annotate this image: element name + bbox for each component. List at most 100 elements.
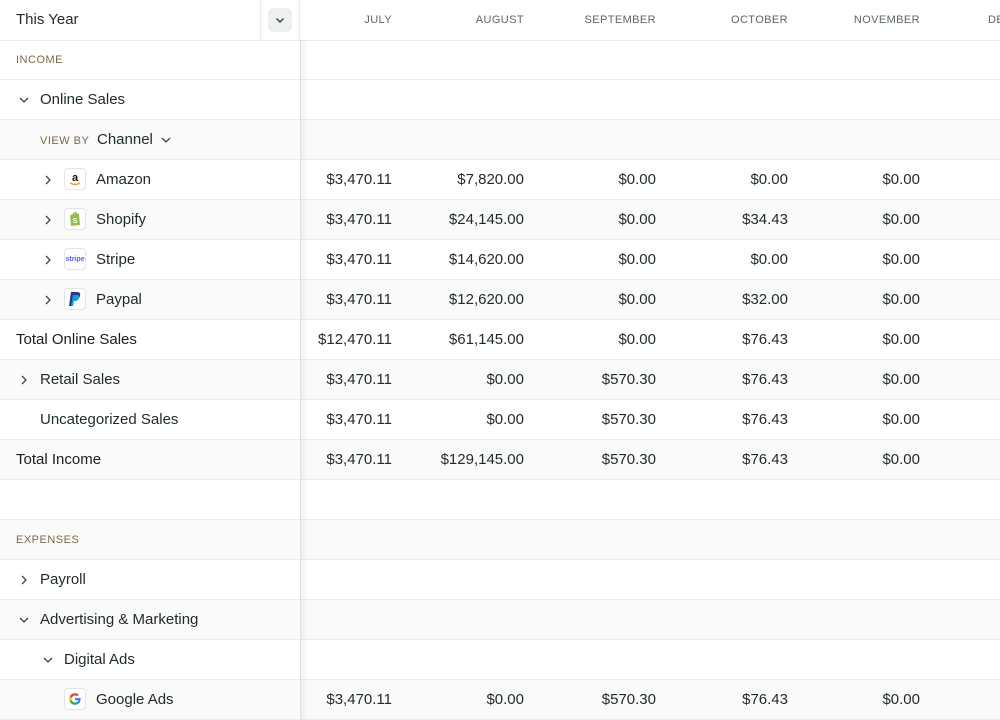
stripe-logo-icon: stripe bbox=[64, 248, 86, 270]
period-dropdown-cell bbox=[260, 0, 300, 40]
cell-total-income-september: $570.30 bbox=[601, 451, 656, 468]
cell-retail-august: $0.00 bbox=[486, 371, 524, 388]
cell-paypal-july: $3,470.11 bbox=[326, 291, 392, 308]
row-advertising-marketing[interactable]: Advertising & Marketing bbox=[0, 600, 1000, 640]
cell-total-online-september: $0.00 bbox=[618, 331, 656, 348]
view-by-label: VIEW BY bbox=[40, 135, 90, 147]
row-label-google-ads: Google Ads bbox=[96, 691, 174, 708]
cell-uncategorized-november: $0.00 bbox=[882, 411, 920, 428]
cell-retail-september: $570.30 bbox=[601, 371, 656, 388]
section-row-expenses: EXPENSES bbox=[0, 520, 1000, 560]
cell-stripe-july: $3,470.11 bbox=[326, 251, 392, 268]
cell-paypal-august: $12,620.00 bbox=[448, 291, 524, 308]
chevron-down-icon[interactable] bbox=[160, 134, 172, 146]
row-payroll[interactable]: Payroll bbox=[0, 560, 1000, 600]
row-digital-ads[interactable]: Digital Ads bbox=[0, 640, 1000, 680]
frozen-column-divider bbox=[300, 40, 301, 720]
row-label-retail-sales: Retail Sales bbox=[40, 371, 121, 388]
cell-google-ads-august: $0.00 bbox=[486, 691, 524, 708]
chevron-right-icon[interactable] bbox=[42, 294, 54, 306]
cell-retail-july: $3,470.11 bbox=[326, 371, 392, 388]
row-retail-sales[interactable]: Retail Sales $3,470.11 $0.00 $570.30 $76… bbox=[0, 360, 1000, 400]
section-label-income: INCOME bbox=[16, 54, 63, 66]
cell-google-ads-july: $3,470.11 bbox=[326, 691, 392, 708]
row-label-uncategorized-sales: Uncategorized Sales bbox=[40, 411, 179, 428]
month-header-november: NOVEMBER bbox=[853, 14, 920, 26]
period-selector[interactable]: This Year bbox=[0, 0, 300, 40]
row-label-stripe: Stripe bbox=[96, 251, 136, 268]
row-total-income: Total Income $3,470.11 $129,145.00 $570.… bbox=[0, 440, 1000, 480]
chevron-right-icon[interactable] bbox=[18, 374, 30, 386]
row-label-payroll: Payroll bbox=[40, 571, 86, 588]
cell-total-online-november: $0.00 bbox=[882, 331, 920, 348]
cell-retail-november: $0.00 bbox=[882, 371, 920, 388]
paypal-logo-icon bbox=[64, 288, 86, 310]
view-by-select[interactable]: Channel bbox=[97, 131, 153, 148]
cell-uncategorized-july: $3,470.11 bbox=[326, 411, 392, 428]
chevron-right-icon[interactable] bbox=[42, 214, 54, 226]
cell-stripe-september: $0.00 bbox=[618, 251, 656, 268]
cell-amazon-july: $3,470.11 bbox=[326, 171, 392, 188]
row-paypal[interactable]: Paypal $3,470.11 $12,620.00 $0.00 $32.00… bbox=[0, 280, 1000, 320]
cell-shopify-october: $34.43 bbox=[742, 211, 788, 228]
cell-shopify-july: $3,470.11 bbox=[326, 211, 392, 228]
cell-paypal-october: $32.00 bbox=[742, 291, 788, 308]
section-row-income: INCOME bbox=[0, 40, 1000, 80]
row-label-total-online-sales: Total Online Sales bbox=[16, 331, 137, 348]
chevron-down-icon[interactable] bbox=[18, 94, 30, 106]
cell-uncategorized-october: $76.43 bbox=[742, 411, 788, 428]
cell-stripe-august: $14,620.00 bbox=[448, 251, 524, 268]
row-label-shopify: Shopify bbox=[96, 211, 147, 228]
cell-total-online-october: $76.43 bbox=[742, 331, 788, 348]
cell-uncategorized-september: $570.30 bbox=[601, 411, 656, 428]
row-view-by: VIEW BY Channel bbox=[0, 120, 1000, 160]
cell-total-income-october: $76.43 bbox=[742, 451, 788, 468]
row-online-sales[interactable]: Online Sales bbox=[0, 80, 1000, 120]
cell-google-ads-november: $0.00 bbox=[882, 691, 920, 708]
row-label-advertising-marketing: Advertising & Marketing bbox=[40, 611, 199, 628]
svg-text:a: a bbox=[72, 172, 79, 184]
chevron-right-icon[interactable] bbox=[42, 254, 54, 266]
section-label-expenses: EXPENSES bbox=[16, 534, 80, 546]
row-label-paypal: Paypal bbox=[96, 291, 142, 308]
row-stripe[interactable]: stripe Stripe $3,470.11 $14,620.00 $0.00… bbox=[0, 240, 1000, 280]
chevron-down-icon[interactable] bbox=[18, 614, 30, 626]
row-label-digital-ads: Digital Ads bbox=[64, 651, 135, 668]
spacer-row bbox=[0, 480, 1000, 520]
cell-stripe-october: $0.00 bbox=[750, 251, 788, 268]
row-amazon[interactable]: a Amazon $3,470.11 $7,820.00 $0.00 $0.00… bbox=[0, 160, 1000, 200]
period-dropdown-button[interactable] bbox=[268, 8, 292, 32]
chevron-down-icon bbox=[276, 18, 284, 23]
row-uncategorized-sales: Uncategorized Sales $3,470.11 $0.00 $570… bbox=[0, 400, 1000, 440]
chevron-down-icon[interactable] bbox=[42, 654, 54, 666]
cell-paypal-november: $0.00 bbox=[882, 291, 920, 308]
cell-amazon-october: $0.00 bbox=[750, 171, 788, 188]
shopify-logo-icon: S bbox=[64, 208, 86, 230]
svg-text:S: S bbox=[73, 218, 78, 225]
month-header-december: DE bbox=[988, 14, 1000, 26]
table-header: This Year JULY AUGUST SEPTEMBER OCTOBER … bbox=[0, 0, 1000, 41]
row-total-online-sales: Total Online Sales $12,470.11 $61,145.00… bbox=[0, 320, 1000, 360]
cell-paypal-september: $0.00 bbox=[618, 291, 656, 308]
row-label-total-income: Total Income bbox=[16, 451, 102, 468]
cell-amazon-august: $7,820.00 bbox=[457, 171, 524, 188]
month-header-september: SEPTEMBER bbox=[584, 14, 656, 26]
cell-stripe-november: $0.00 bbox=[882, 251, 920, 268]
month-header-august: AUGUST bbox=[475, 14, 524, 26]
cell-total-income-august: $129,145.00 bbox=[440, 451, 524, 468]
month-header-october: OCTOBER bbox=[731, 14, 788, 26]
cell-shopify-september: $0.00 bbox=[618, 211, 656, 228]
cell-total-online-july: $12,470.11 bbox=[318, 331, 392, 348]
cell-uncategorized-august: $0.00 bbox=[486, 411, 524, 428]
cell-retail-october: $76.43 bbox=[742, 371, 788, 388]
chevron-right-icon[interactable] bbox=[42, 174, 54, 186]
row-shopify[interactable]: S Shopify $3,470.11 $24,145.00 $0.00 $34… bbox=[0, 200, 1000, 240]
cell-google-ads-october: $76.43 bbox=[742, 691, 788, 708]
cell-shopify-november: $0.00 bbox=[882, 211, 920, 228]
cell-total-online-august: $61,145.00 bbox=[448, 331, 524, 348]
period-label: This Year bbox=[16, 11, 79, 28]
row-label-amazon: Amazon bbox=[96, 171, 152, 188]
amazon-logo-icon: a bbox=[64, 168, 86, 190]
chevron-right-icon[interactable] bbox=[18, 574, 30, 586]
row-google-ads[interactable]: Google Ads $3,470.11 $0.00 $570.30 $76.4… bbox=[0, 680, 1000, 720]
